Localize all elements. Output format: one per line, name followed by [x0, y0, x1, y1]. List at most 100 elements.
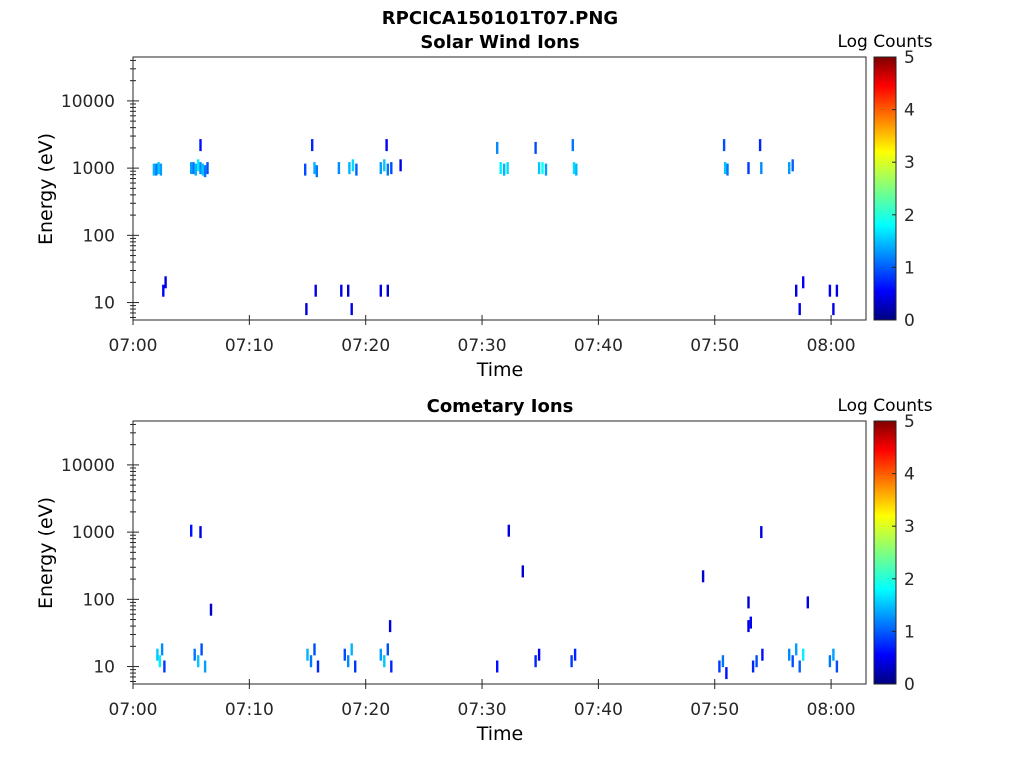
data-cell: [725, 667, 728, 680]
colorbar-gradient: [873, 420, 897, 685]
data-cell: [203, 660, 207, 673]
data-cell: [760, 162, 763, 175]
data-cell: [572, 162, 576, 175]
y-axis: 10 100 1000 10000: [61, 59, 139, 318]
x-tick-label: 08:00: [807, 700, 856, 720]
data-cell: [355, 163, 358, 176]
y-tick-label: 1000: [72, 159, 115, 179]
data-cell: [313, 643, 316, 656]
data-cell: [162, 284, 165, 297]
data-cell: [722, 139, 726, 152]
x-tick-label: 07:20: [341, 336, 390, 356]
y-tick-label: 1000: [72, 523, 115, 543]
colorbar-tick-label: 4: [904, 465, 915, 485]
x-tick-label: 07:50: [690, 700, 739, 720]
data-cell: [835, 284, 839, 297]
data-cell: [503, 163, 506, 176]
y-tick-label: 100: [83, 226, 115, 246]
data-cell: [570, 655, 573, 668]
data-cell: [832, 303, 835, 316]
x-tick-label: 07:50: [690, 336, 739, 356]
x-tick-label: 07:40: [574, 700, 623, 720]
data-cell: [383, 159, 386, 172]
data-cell: [201, 163, 204, 176]
data-cell: [156, 648, 159, 661]
data-cell: [761, 648, 764, 661]
data-cell: [197, 655, 200, 668]
data-cell: [309, 655, 313, 668]
data-cell: [159, 163, 163, 176]
data-cell: [209, 603, 213, 616]
data-cell: [791, 159, 794, 172]
data-cell: [350, 643, 353, 656]
x-tick-label: 07:20: [341, 700, 390, 720]
figure-title: RPCICA150101T07.PNG: [382, 8, 618, 29]
data-cell: [390, 660, 393, 673]
colorbar-tick-label: 4: [904, 101, 915, 121]
data-cell: [701, 570, 705, 583]
data-cell: [157, 162, 160, 175]
data-cell: [163, 660, 166, 673]
data-cell: [200, 643, 203, 656]
x-tick-label: 08:00: [807, 336, 856, 356]
x-axis-label: Time: [476, 359, 524, 381]
data-cell: [343, 648, 346, 661]
data-cell: [347, 284, 350, 297]
data-cell: [199, 526, 202, 539]
colorbar: 0 1 2 3 4 5: [873, 412, 915, 695]
data-cell: [386, 284, 389, 297]
x-axis: 07:00 07:10 07:20 07:30 07:40 07:50 08:00: [109, 679, 856, 720]
colorbar-tick-label: 1: [904, 258, 915, 278]
data-cell: [350, 303, 353, 316]
data-cell: [507, 524, 510, 537]
data-cell: [313, 162, 316, 175]
data-cell: [724, 162, 727, 175]
y-axis-label: Energy (eV): [35, 133, 57, 245]
data-cell: [721, 655, 725, 668]
data-cell: [758, 139, 762, 152]
colorbar-tick-label: 5: [904, 412, 915, 432]
data-cell: [386, 163, 389, 176]
data-cell: [798, 303, 801, 316]
data-cell: [795, 284, 798, 297]
data-cell: [379, 284, 382, 297]
data-cell: [755, 655, 758, 668]
colorbar-tick-label: 2: [904, 206, 915, 226]
x-tick-label: 07:40: [574, 336, 623, 356]
data-cell: [795, 643, 798, 656]
data-cell: [164, 276, 167, 289]
data-cell: [802, 648, 805, 661]
data-cell: [206, 162, 209, 175]
data-cell: [749, 616, 752, 629]
data-cell: [304, 163, 307, 176]
data-cell: [158, 655, 161, 668]
data-cell: [194, 163, 197, 176]
data-cell: [311, 139, 314, 152]
data-cell: [537, 648, 541, 661]
data-cell: [306, 648, 309, 661]
data-cell: [314, 284, 317, 297]
data-cell: [390, 162, 393, 175]
data-cell: [573, 648, 577, 661]
x-tick-label: 07:00: [109, 336, 158, 356]
data-cell: [534, 655, 537, 668]
data-cell: [788, 648, 791, 661]
data-cell: [383, 655, 386, 668]
data-cell: [726, 163, 729, 176]
data-cell: [534, 141, 537, 154]
data-cell: [828, 655, 832, 668]
y-tick-label: 10: [93, 294, 115, 314]
data-cell: [506, 162, 509, 175]
x-tick-label: 07:10: [225, 336, 274, 356]
data-cell: [499, 162, 502, 175]
data-cell: [496, 660, 499, 673]
data-cell: [386, 643, 389, 656]
data-cell: [337, 162, 341, 175]
x-tick-label: 07:30: [458, 336, 507, 356]
plot-frame: [132, 420, 867, 685]
data-cell: [192, 162, 195, 175]
x-tick-label: 07:30: [458, 700, 507, 720]
